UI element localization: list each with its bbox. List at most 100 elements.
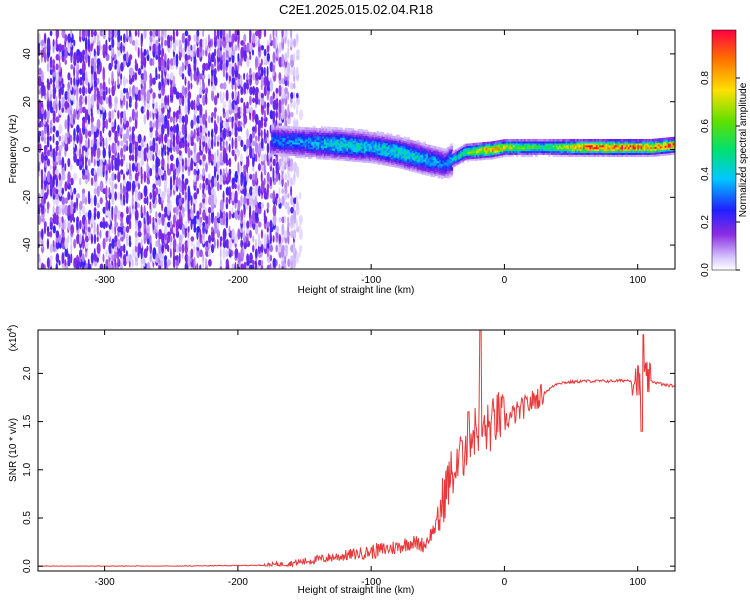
spectrogram-cell (397, 153, 401, 157)
spectrogram-cell (210, 38, 213, 48)
spectrogram-cell (293, 145, 297, 149)
spectrogram-cell (384, 145, 388, 149)
spectrogram-cell (317, 129, 321, 133)
spectrogram-cell (43, 154, 48, 161)
spectrogram-cell (467, 154, 471, 158)
spectrogram-cell (225, 166, 228, 178)
spectrogram-cell (541, 150, 545, 154)
spectrogram-cell (304, 134, 308, 138)
spectrogram-cell (571, 140, 575, 144)
spectrogram-cell (552, 154, 556, 157)
spectrogram-cell (546, 144, 550, 148)
spectrogram-cell (479, 150, 482, 153)
spectrogram-cell (463, 144, 466, 148)
spectrogram-cell (538, 146, 542, 150)
spectrogram-cell (397, 152, 401, 155)
spectrogram-cell (210, 153, 215, 162)
spectrogram-cell (400, 158, 404, 162)
spectrogram-cell (434, 167, 438, 170)
spectrogram-cell (373, 145, 377, 149)
spectrogram-cell (169, 34, 173, 42)
spectrogram-cell (87, 171, 90, 182)
spectrogram-cell (504, 144, 508, 148)
spectrogram-cell (96, 87, 99, 95)
spectrogram-cell (501, 150, 505, 154)
spectrogram-cell (357, 142, 361, 145)
spectrogram-cell (164, 144, 167, 152)
spectrogram-cell (352, 155, 356, 158)
spectrogram-cell (161, 97, 164, 104)
spectrogram-cell (447, 170, 450, 173)
spectrogram-cell (394, 136, 398, 139)
spectrogram-cell (435, 162, 439, 165)
spectrogram-cell (164, 149, 167, 156)
spectrogram-cell (443, 167, 447, 171)
spectrogram-cell (351, 141, 354, 145)
spectrogram-cell (435, 146, 439, 150)
spectrogram-cell (210, 52, 215, 63)
spectrogram-cell (309, 139, 313, 142)
spectrogram-cell (568, 152, 572, 155)
spectrogram-cell (246, 101, 249, 109)
spectrogram-cell (263, 153, 268, 162)
spectrogram-cell (431, 158, 434, 162)
spectrogram-cell (475, 146, 479, 150)
spectrogram-cell (443, 148, 447, 152)
spectrogram-cell (102, 44, 106, 52)
spectrogram-cell (575, 146, 578, 150)
spectrogram-cell (240, 263, 244, 269)
spectrogram-cell (298, 140, 302, 143)
spectrogram-cell (522, 152, 526, 155)
spectrogram-cell (99, 61, 102, 73)
spectrogram-cell (73, 202, 77, 209)
spectrogram-cell (260, 163, 265, 172)
spectrogram-cell (467, 156, 471, 160)
spectrogram-cell (531, 144, 535, 148)
spectrogram-cell (567, 138, 570, 142)
spectrogram-cell (306, 148, 310, 152)
spectrogram-cell (172, 163, 176, 171)
spectrogram-cell (403, 148, 407, 151)
spectrogram-cell (306, 142, 310, 146)
spectrogram-cell (453, 152, 457, 155)
spectrogram-cell (480, 155, 484, 159)
spectrogram-cell (488, 154, 492, 158)
spectrogram-cell (178, 234, 183, 244)
spectrogram-cell (394, 149, 398, 153)
spectrogram-cell (319, 147, 322, 150)
spectrogram-cell (477, 144, 481, 148)
spectrogram-cell (320, 128, 324, 131)
spectrogram-cell (440, 151, 444, 155)
spectrogram-cell (469, 156, 473, 160)
spectrogram-cell (357, 128, 361, 132)
spectrogram-cell (336, 146, 340, 150)
spectrogram-cell (386, 159, 390, 163)
spectrogram-cell (210, 243, 215, 254)
spectrogram-cell (199, 38, 203, 47)
spectrogram-cell (158, 92, 162, 99)
spectrogram-cell (298, 214, 303, 226)
spectrogram-cell (442, 148, 446, 151)
spectrogram-cell (303, 155, 306, 159)
spectrogram-cell (490, 145, 494, 148)
spectrogram-cell (295, 153, 298, 157)
spectrogram-cell (93, 233, 97, 245)
spectrogram-cell (280, 146, 284, 150)
spectrogram-cell (164, 206, 168, 215)
spectrogram-cell (272, 167, 275, 177)
spectrogram-cell (263, 163, 266, 172)
spectrogram-cell (61, 44, 65, 51)
spectrogram-cell (469, 143, 473, 146)
spectrogram-cell (292, 145, 295, 149)
spectrogram-cell (355, 132, 359, 136)
spectrogram-cell (354, 140, 358, 143)
spectrogram-cell (474, 148, 478, 152)
spectrogram-cell (523, 152, 527, 155)
spectrogram-cell (376, 134, 380, 138)
spectrogram-cell (378, 139, 382, 142)
spectrogram-cell (351, 134, 354, 137)
spectrogram-cell (355, 155, 359, 159)
spectrogram-cell (323, 157, 327, 160)
spectrogram-cell (266, 221, 271, 228)
